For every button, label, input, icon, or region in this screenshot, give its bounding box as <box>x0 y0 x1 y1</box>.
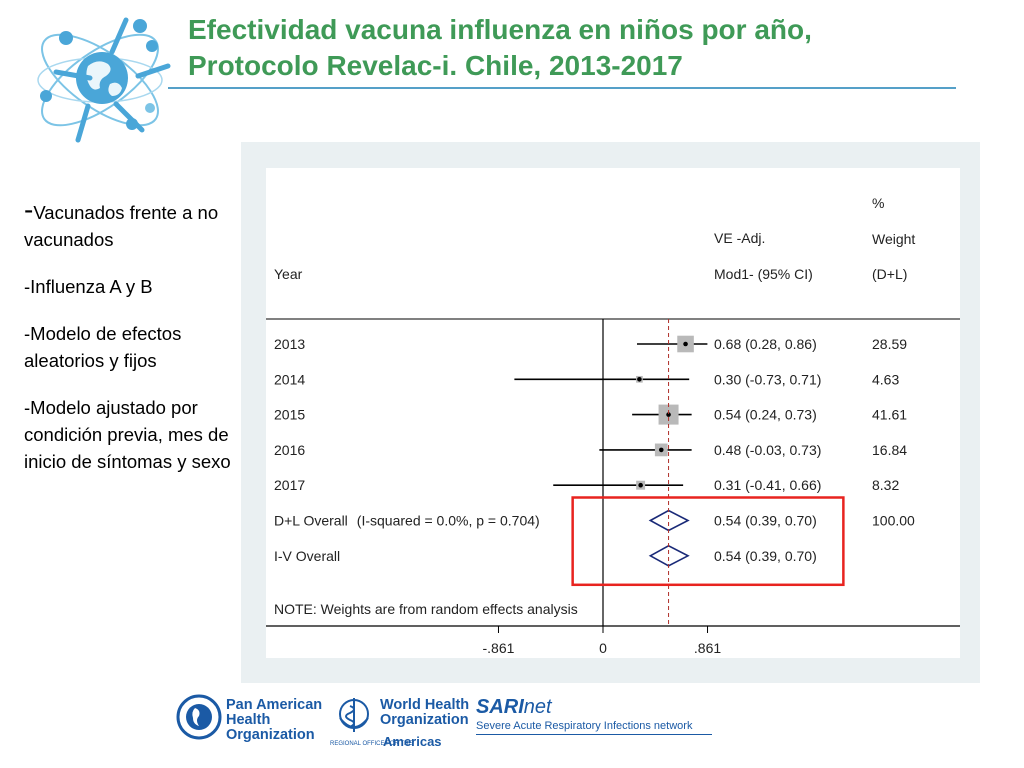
x-tick-label: .861 <box>694 640 721 656</box>
ci-label: 0.48 (-0.03, 0.73) <box>714 442 821 458</box>
footer-logos: Pan American Health Organization World H… <box>170 690 730 762</box>
point-estimate <box>683 341 688 347</box>
row-label: 2015 <box>274 407 305 423</box>
title-underline <box>168 87 956 89</box>
col-header-study: Year <box>274 266 303 282</box>
x-axis: -.861 0 .861 <box>483 626 721 656</box>
ci-label: 0.31 (-0.41, 0.66) <box>714 477 821 493</box>
paho-line: Pan American <box>226 697 323 713</box>
point-estimate <box>637 377 642 382</box>
x-tick-label: -.861 <box>483 640 515 656</box>
ci-label: 0.54 (0.39, 0.70) <box>714 548 817 564</box>
col-header-effect-2: Mod1- (95% CI) <box>714 266 813 282</box>
row-label: 2017 <box>274 477 305 493</box>
col-header-weight-2: Weight <box>872 231 915 247</box>
point-estimate <box>666 412 671 417</box>
weight-label: 100.00 <box>872 513 915 529</box>
point-estimate <box>638 482 643 488</box>
sarinet-net: net <box>523 696 552 718</box>
sarinet-subtitle: Severe Acute Respiratory Infections netw… <box>476 720 693 732</box>
overall-diamond <box>648 544 690 567</box>
paho-line: Health <box>226 712 271 728</box>
highlight-box <box>571 496 845 587</box>
weight-label: 16.84 <box>872 442 907 458</box>
sarinet-rule <box>476 734 712 735</box>
ci-label: 0.54 (0.24, 0.73) <box>714 407 817 423</box>
row-label: 2014 <box>274 371 305 387</box>
who-americas: Americas <box>383 734 442 749</box>
col-header-weight-1: % <box>872 195 884 211</box>
who-line: Organization <box>380 712 469 728</box>
col-header-weight-3: (D+L) <box>872 266 907 282</box>
row-label: 2016 <box>274 442 305 458</box>
title-line-2: Protocolo Revelac-i. Chile, 2013-2017 <box>188 50 683 81</box>
overall-label: D+L Overall (I-squared = 0.0%, p = 0.704) <box>274 513 540 529</box>
x-tick-label: 0 <box>599 640 607 656</box>
forest-plot: Year VE -Adj. Mod1- (95% CI) % Weight (D… <box>266 168 960 658</box>
bullet-item: -Modelo ajustado por condición previa, m… <box>24 397 231 472</box>
overall-rows: D+L Overall (I-squared = 0.0%, p = 0.704)… <box>274 509 915 567</box>
who-name: World Health Organization <box>380 698 480 728</box>
sarinet-name: SARInet <box>476 696 552 719</box>
plot-note: NOTE: Weights are from random effects an… <box>274 601 578 617</box>
overall-label: I-V Overall <box>274 548 340 564</box>
weight-label: 28.59 <box>872 336 907 352</box>
ci-label: 0.54 (0.39, 0.70) <box>714 513 817 529</box>
row-label: 2013 <box>274 336 305 352</box>
bullet-list: -Vacunados frente a no vacunados -Influe… <box>24 196 239 495</box>
world-vaccine-logo <box>37 17 171 143</box>
ci-label: 0.68 (0.28, 0.86) <box>714 336 817 352</box>
col-header-effect-1: VE -Adj. <box>714 230 765 246</box>
paho-name: Pan American Health Organization <box>226 698 346 743</box>
bullet-item: -Modelo de efectos aleatorios y fijos <box>24 323 182 371</box>
point-estimate <box>658 447 664 453</box>
title-line-1: Efectividad vacuna influenza en niños po… <box>188 14 812 45</box>
weight-label: 4.63 <box>872 371 899 387</box>
who-line: World Health <box>380 697 470 713</box>
slide-title: Efectividad vacuna influenza en niños po… <box>188 12 968 84</box>
weight-label: 41.61 <box>872 407 907 423</box>
paho-line: Organization <box>226 727 315 743</box>
who-emblem-icon <box>339 698 369 732</box>
weight-label: 8.32 <box>872 477 899 493</box>
sarinet-sari: SARI <box>476 696 524 718</box>
overall-diamond <box>648 509 690 532</box>
bullet-item: -Vacunados frente a no vacunados <box>24 194 219 250</box>
study-rows: 2013 0.68 (0.28, 0.86) 28.59 2014 0.30 (-0.7… <box>274 335 907 493</box>
paho-emblem-icon <box>176 694 222 740</box>
who-regional-office: REGIONAL OFFICE FOR THE <box>330 741 413 747</box>
ci-label: 0.30 (-0.73, 0.71) <box>714 371 821 387</box>
bullet-item: -Influenza A y B <box>24 276 153 297</box>
